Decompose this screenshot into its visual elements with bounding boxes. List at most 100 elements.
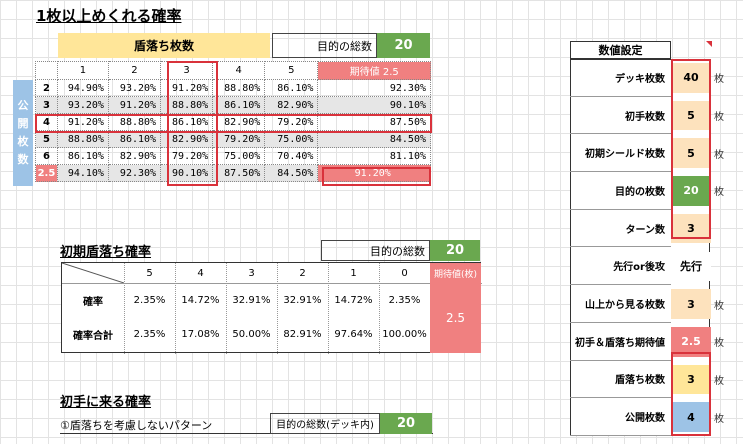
cell-value: 88.80%: [56, 130, 109, 148]
settings-row-value[interactable]: 40: [671, 63, 711, 93]
target-total-label-3: 目的の総数(デッキ内): [270, 413, 380, 434]
row-label: 6: [35, 147, 58, 165]
settings-row-value[interactable]: 4: [671, 402, 711, 432]
expected-value-2: 2.5: [430, 283, 481, 353]
target-total-value-3[interactable]: 20: [380, 413, 432, 434]
highlight-expected-cell: [322, 167, 431, 186]
cell-value: 82.91%: [283, 328, 322, 340]
cell-value: 81.10%: [317, 147, 431, 165]
side-label-char: 開: [17, 117, 29, 130]
cell-value: 86.10%: [107, 130, 162, 148]
target-total-label-2: 目的の総数: [321, 240, 430, 261]
settings-row-value[interactable]: 先行: [671, 251, 711, 282]
cell-value: 87.50%: [212, 164, 266, 182]
expected-header: 期待値 2.5: [317, 61, 431, 80]
settings-row-label: 初手枚数: [570, 97, 671, 135]
cell-value: 93.20%: [56, 96, 109, 114]
settings-row-unit: 枚: [714, 112, 724, 124]
col-header: 5: [146, 267, 153, 279]
section1-title: 1枚以上めくれる確率: [36, 7, 182, 25]
cell-value: 75.00%: [212, 147, 266, 165]
settings-row-value[interactable]: 3: [671, 364, 711, 395]
col-header: 4: [197, 267, 204, 279]
cell-value: 100.00%: [382, 328, 427, 340]
cell-value: 84.50%: [317, 130, 431, 148]
target-total-value-2[interactable]: 20: [430, 240, 480, 261]
settings-row-value[interactable]: 5: [671, 100, 711, 131]
cell-value: 84.50%: [264, 164, 319, 182]
cell-value: 92.30%: [107, 164, 162, 182]
settings-row-label: 目的の枚数: [570, 172, 671, 210]
table-row: 5 88.80% 86.10% 82.90% 79.20% 75.00% 84.…: [35, 130, 431, 148]
table-row: 6 86.10% 82.90% 79.20% 75.00% 70.40% 81.…: [35, 147, 431, 165]
col-header: 4: [212, 61, 266, 80]
settings-row-unit: 枚: [714, 187, 724, 199]
cell-value: 79.20%: [212, 130, 266, 148]
cell-value: 94.90%: [56, 79, 109, 97]
shield-drop-count-header: 盾落ち枚数: [58, 33, 270, 58]
cell-value: 91.20%: [107, 96, 162, 114]
cell-value: 86.10%: [56, 147, 109, 165]
col-header: 2: [299, 267, 306, 279]
row-label: 3: [35, 96, 58, 114]
cell-value: 93.20%: [107, 79, 162, 97]
cell-value: 97.64%: [334, 328, 373, 340]
cell-value: 82.90%: [264, 96, 319, 114]
col-header: 5: [264, 61, 319, 80]
col-header: 0: [401, 267, 408, 279]
target-total-label-1: 目的の総数: [272, 33, 377, 58]
target-total-value-1[interactable]: 20: [377, 33, 430, 58]
side-label-char: 枚: [17, 135, 29, 148]
side-label-char: 公: [17, 99, 29, 112]
settings-row-unit: 枚: [714, 149, 724, 161]
public-count-side-label: 公 開 枚 数: [13, 80, 33, 186]
settings-row-unit: 枚: [714, 74, 724, 86]
highlight-settings-bottom: [671, 352, 711, 436]
highlight-settings-top: [671, 59, 711, 239]
settings-row-unit: 枚: [714, 300, 724, 312]
row-label: 確率: [83, 296, 103, 308]
cell-value: 14.72%: [181, 294, 220, 306]
expected-header-2: 期待値(枚): [430, 263, 481, 283]
cell-value: 2.35%: [388, 294, 421, 306]
col-header: 1: [56, 61, 109, 80]
col-header: 3: [248, 267, 255, 279]
initial-shield-table: 5 4 3 2 1 0 確率 2.35% 14.72% 32.91% 32.91…: [61, 262, 482, 354]
cell-value: 70.40%: [264, 147, 319, 165]
cell-value: 90.10%: [160, 164, 214, 182]
settings-row-value[interactable]: 3: [671, 289, 711, 319]
cell-value: 2.35%: [133, 294, 166, 306]
settings-row-label: 先行or後攻: [570, 248, 671, 286]
cell-value: 14.72%: [334, 294, 373, 306]
table-row: 2 94.90% 93.20% 91.20% 88.80% 86.10% 92.…: [35, 79, 431, 97]
row-label: 5: [35, 130, 58, 148]
cell-value: 90.10%: [317, 96, 431, 114]
settings-row-value[interactable]: 20: [671, 176, 711, 206]
settings-row-unit: 枚: [714, 338, 724, 350]
settings-row-label: ターン数: [570, 210, 671, 248]
comment-marker-icon: [706, 41, 712, 47]
section3-subtitle: ①盾落ちを考慮しないパターン: [60, 419, 213, 432]
settings-row-value[interactable]: 2.5: [671, 326, 711, 357]
settings-row-value[interactable]: 5: [671, 138, 711, 169]
cell-value: 82.90%: [107, 147, 162, 165]
row-label: 確率合計: [73, 330, 113, 342]
cell-value: 32.91%: [283, 294, 322, 306]
settings-row-label: 公開枚数: [570, 398, 671, 436]
row-label: 2: [35, 79, 58, 97]
settings-row-label: 初手＆盾落ち期待値: [570, 323, 671, 361]
settings-row-unit: [711, 248, 727, 286]
settings-row-label: デッキ枚数: [570, 59, 671, 97]
col-header: 1: [350, 267, 357, 279]
cell-value: 17.08%: [181, 328, 220, 340]
cell-value: 86.10%: [264, 79, 319, 97]
col-header: 2: [107, 61, 162, 80]
settings-row-unit: 枚: [714, 413, 724, 425]
highlight-row-4: [35, 114, 432, 133]
cell-value: 88.80%: [212, 79, 266, 97]
cell-value: 92.30%: [317, 79, 431, 97]
settings-row-label: 盾落ち枚数: [570, 361, 671, 399]
settings-row-label: 初期シールド枚数: [570, 134, 671, 173]
highlight-column-3: [167, 61, 218, 186]
row-label: 2.5: [35, 164, 58, 182]
